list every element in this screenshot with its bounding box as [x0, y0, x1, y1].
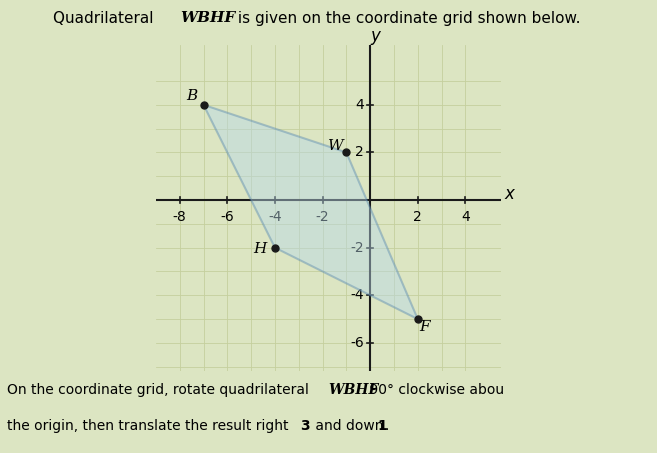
- Text: is given on the coordinate grid shown below.: is given on the coordinate grid shown be…: [233, 11, 581, 26]
- Text: On the coordinate grid, rotate quadrilateral: On the coordinate grid, rotate quadrilat…: [7, 383, 313, 397]
- Text: W: W: [328, 140, 344, 154]
- Polygon shape: [204, 105, 418, 319]
- Text: -2: -2: [351, 241, 364, 255]
- Text: $y$: $y$: [370, 29, 382, 47]
- Text: -4: -4: [351, 288, 364, 302]
- Text: and down: and down: [311, 419, 388, 433]
- Text: -8: -8: [173, 210, 187, 224]
- Text: .: .: [384, 419, 389, 433]
- Text: $x$: $x$: [505, 185, 517, 203]
- Text: Quadrilateral: Quadrilateral: [53, 11, 158, 26]
- Text: F: F: [420, 320, 430, 334]
- Text: -6: -6: [350, 336, 364, 350]
- Text: WBHF: WBHF: [181, 11, 236, 25]
- Text: -6: -6: [221, 210, 234, 224]
- Text: 4: 4: [461, 210, 470, 224]
- Text: the origin, then translate the result right: the origin, then translate the result ri…: [7, 419, 292, 433]
- Text: 90° clockwise abou: 90° clockwise abou: [365, 383, 504, 397]
- Text: 1: 1: [377, 419, 387, 433]
- Text: -2: -2: [316, 210, 329, 224]
- Text: 2: 2: [355, 145, 364, 159]
- Text: WBHF: WBHF: [328, 383, 379, 397]
- Text: -4: -4: [268, 210, 282, 224]
- Text: B: B: [186, 90, 197, 103]
- Text: H: H: [253, 242, 266, 256]
- Text: 3: 3: [300, 419, 310, 433]
- Text: 2: 2: [413, 210, 422, 224]
- Text: 4: 4: [355, 98, 364, 112]
